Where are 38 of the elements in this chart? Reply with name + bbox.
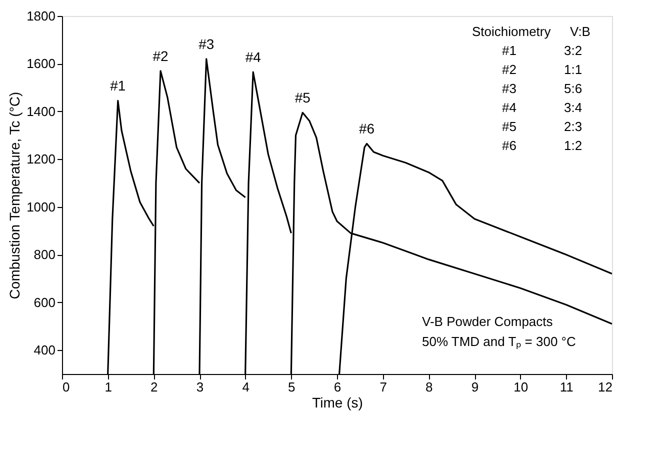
text: #4 3:4 bbox=[502, 100, 582, 115]
annotation: #5 bbox=[294, 90, 311, 106]
y-tick-label: 1000 bbox=[26, 199, 56, 214]
x-tick-label: 9 bbox=[471, 380, 479, 394]
x-tick-label: 11 bbox=[560, 380, 574, 394]
y-tick-label: 1200 bbox=[26, 152, 56, 167]
annotation: #4 bbox=[245, 49, 262, 66]
x-tick-label: 8 bbox=[426, 380, 433, 394]
annotation: #2 bbox=[152, 48, 169, 64]
annotation: V-B Powder Compacts bbox=[422, 314, 554, 329]
annotation: #6 bbox=[359, 120, 375, 137]
x-tick-label: 3 bbox=[196, 380, 204, 394]
y-tick-label: 1400 bbox=[26, 104, 56, 119]
annotation: #3 bbox=[198, 36, 214, 52]
y-tick-label: 1600 bbox=[26, 56, 56, 72]
x-tick-label: 2 bbox=[150, 380, 158, 394]
y-tick-label: 400 bbox=[34, 342, 56, 358]
x-tick-label: 0 bbox=[62, 380, 70, 394]
text: #1 3:2 bbox=[502, 43, 582, 58]
annotation: #1 bbox=[110, 78, 126, 94]
x-tick-label: 6 bbox=[334, 380, 342, 394]
text: #2 1:1 bbox=[502, 62, 582, 77]
x-tick-label: 4 bbox=[242, 380, 250, 394]
y-tick-label: 600 bbox=[34, 294, 56, 310]
text: #6 1:2 bbox=[502, 138, 582, 153]
text: #3 5:6 bbox=[502, 81, 582, 96]
x-axis-title: Time (s) bbox=[312, 394, 363, 410]
x-tick-label: 7 bbox=[380, 380, 387, 394]
x-tick-label: 5 bbox=[288, 380, 296, 394]
y-tick-label: 800 bbox=[34, 247, 56, 262]
text: #5 2:3 bbox=[502, 119, 582, 134]
x-tick-label: 1 bbox=[104, 380, 112, 394]
y-axis-title: Combustion Temperature, Tc (°C) bbox=[6, 92, 23, 300]
x-tick-label: 10 bbox=[514, 380, 528, 394]
x-tick-label: 12 bbox=[598, 380, 612, 394]
y-tick-label: 1800 bbox=[26, 8, 56, 24]
annotation: 50% TMD and Tₚ = 300 °C bbox=[422, 334, 576, 350]
text: Stoichiometry V:B bbox=[472, 24, 590, 39]
